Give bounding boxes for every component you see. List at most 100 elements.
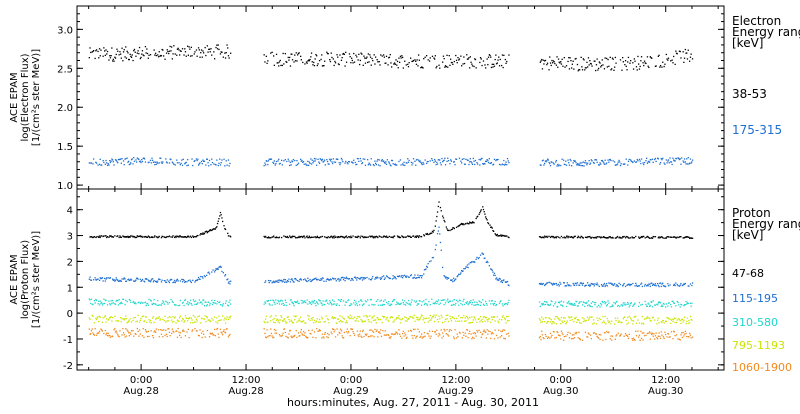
data-point [444, 299, 446, 301]
data-point [414, 328, 416, 330]
data-point [471, 261, 473, 263]
data-point [491, 331, 493, 334]
data-point [276, 236, 278, 239]
data-point [308, 235, 310, 237]
data-point [463, 158, 465, 160]
data-point [658, 322, 660, 324]
data-point [372, 275, 374, 278]
data-point [350, 328, 352, 330]
data-point [595, 284, 598, 286]
data-point [133, 48, 136, 51]
data-point [442, 332, 444, 334]
data-point [340, 59, 343, 61]
data-point [675, 282, 677, 284]
data-point [425, 298, 427, 301]
data-point [431, 298, 433, 300]
data-point [667, 332, 669, 335]
data-point [641, 332, 643, 334]
data-point [289, 299, 292, 301]
data-point [157, 162, 159, 164]
data-point [667, 283, 669, 285]
data-point [360, 52, 362, 54]
data-point [474, 261, 476, 263]
data-point [432, 316, 434, 318]
data-point [598, 317, 600, 320]
data-point [226, 164, 228, 166]
data-point [682, 237, 684, 239]
data-point [393, 63, 395, 65]
data-point [170, 278, 172, 281]
data-point [627, 236, 629, 238]
data-point [133, 160, 136, 162]
electron-series-38-53 [88, 44, 694, 72]
electron-y-tick-label: 2.5 [57, 64, 73, 75]
data-point [191, 55, 193, 57]
data-point [426, 303, 428, 305]
data-point [643, 64, 645, 67]
data-point [622, 61, 624, 63]
data-point [271, 51, 273, 53]
data-point [601, 59, 603, 61]
data-point [685, 300, 687, 303]
data-point [551, 334, 553, 337]
data-point [117, 235, 119, 237]
data-point [480, 302, 482, 304]
data-point [565, 237, 567, 239]
data-point [576, 300, 578, 303]
data-point [98, 332, 100, 334]
data-point [216, 44, 218, 46]
data-point [493, 316, 495, 318]
data-point [360, 235, 362, 237]
data-point [410, 57, 412, 59]
data-point [552, 162, 555, 164]
data-point [338, 280, 340, 282]
data-point [339, 278, 341, 280]
data-point [651, 57, 653, 59]
data-point [541, 237, 543, 239]
data-point [196, 320, 198, 322]
data-point [335, 280, 337, 282]
data-point [581, 339, 584, 341]
data-point [507, 302, 509, 304]
data-point [105, 159, 107, 162]
data-point [125, 317, 128, 320]
data-point [165, 281, 167, 283]
data-point [384, 62, 386, 64]
data-point [295, 279, 297, 281]
data-point [224, 57, 227, 59]
data-point [210, 333, 212, 335]
data-point [546, 64, 548, 66]
data-point [178, 49, 180, 51]
data-point [150, 236, 152, 238]
data-point [154, 164, 156, 166]
data-point [294, 159, 296, 162]
data-point [626, 284, 628, 286]
data-point [112, 316, 114, 319]
data-point [646, 162, 649, 164]
data-point [548, 304, 550, 307]
data-point [370, 321, 372, 323]
data-point [301, 159, 303, 162]
data-point [600, 318, 602, 321]
data-point [376, 329, 378, 331]
data-point [149, 319, 152, 322]
data-point [675, 158, 678, 160]
data-point [99, 316, 101, 319]
data-point [606, 162, 608, 164]
data-point [168, 162, 171, 164]
data-point [135, 303, 137, 305]
data-point [177, 320, 179, 322]
data-point [614, 323, 616, 325]
data-point [443, 159, 445, 161]
data-point [435, 220, 437, 222]
data-point [109, 277, 112, 279]
data-point [339, 236, 341, 238]
data-point [412, 59, 415, 62]
data-point [457, 320, 459, 322]
data-point [470, 261, 472, 264]
data-point [582, 237, 584, 239]
data-point [462, 223, 464, 225]
data-point [414, 320, 416, 322]
data-point [549, 321, 552, 323]
